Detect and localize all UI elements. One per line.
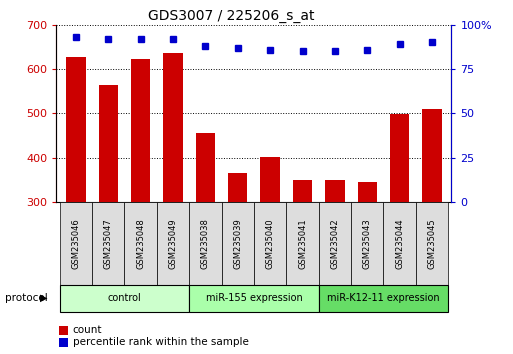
Bar — [131, 59, 150, 202]
FancyBboxPatch shape — [351, 202, 383, 285]
Bar — [293, 180, 312, 202]
Text: GSM235047: GSM235047 — [104, 218, 113, 269]
FancyBboxPatch shape — [383, 202, 416, 285]
FancyBboxPatch shape — [416, 202, 448, 285]
FancyBboxPatch shape — [125, 202, 157, 285]
FancyBboxPatch shape — [222, 202, 254, 285]
Text: GSM235040: GSM235040 — [266, 218, 274, 269]
Bar — [358, 182, 377, 202]
Bar — [163, 53, 183, 202]
FancyBboxPatch shape — [189, 285, 319, 312]
FancyBboxPatch shape — [189, 202, 222, 285]
Text: percentile rank within the sample: percentile rank within the sample — [73, 337, 249, 347]
FancyBboxPatch shape — [60, 202, 92, 285]
Text: GSM235044: GSM235044 — [395, 218, 404, 269]
Bar — [390, 114, 409, 202]
Text: GSM235048: GSM235048 — [136, 218, 145, 269]
Bar — [228, 173, 247, 202]
Text: ▶: ▶ — [40, 293, 47, 303]
Text: GSM235049: GSM235049 — [168, 218, 177, 269]
Bar — [195, 133, 215, 202]
Bar — [261, 157, 280, 202]
Text: GSM235045: GSM235045 — [427, 218, 437, 269]
Text: GDS3007 / 225206_s_at: GDS3007 / 225206_s_at — [148, 9, 314, 23]
Text: control: control — [108, 293, 141, 303]
Text: protocol: protocol — [5, 293, 48, 303]
Text: count: count — [73, 325, 103, 335]
Bar — [98, 85, 118, 202]
Text: GSM235046: GSM235046 — [71, 218, 81, 269]
FancyBboxPatch shape — [254, 202, 286, 285]
Text: GSM235042: GSM235042 — [330, 218, 340, 269]
Text: GSM235043: GSM235043 — [363, 218, 372, 269]
Bar — [66, 57, 86, 202]
Text: miR-K12-11 expression: miR-K12-11 expression — [327, 293, 440, 303]
FancyBboxPatch shape — [319, 202, 351, 285]
Bar — [325, 180, 345, 202]
FancyBboxPatch shape — [60, 285, 189, 312]
Text: miR-155 expression: miR-155 expression — [206, 293, 302, 303]
Text: GSM235041: GSM235041 — [298, 218, 307, 269]
FancyBboxPatch shape — [92, 202, 125, 285]
FancyBboxPatch shape — [286, 202, 319, 285]
Bar — [422, 109, 442, 202]
FancyBboxPatch shape — [157, 202, 189, 285]
FancyBboxPatch shape — [319, 285, 448, 312]
Text: GSM235039: GSM235039 — [233, 218, 242, 269]
Text: GSM235038: GSM235038 — [201, 218, 210, 269]
